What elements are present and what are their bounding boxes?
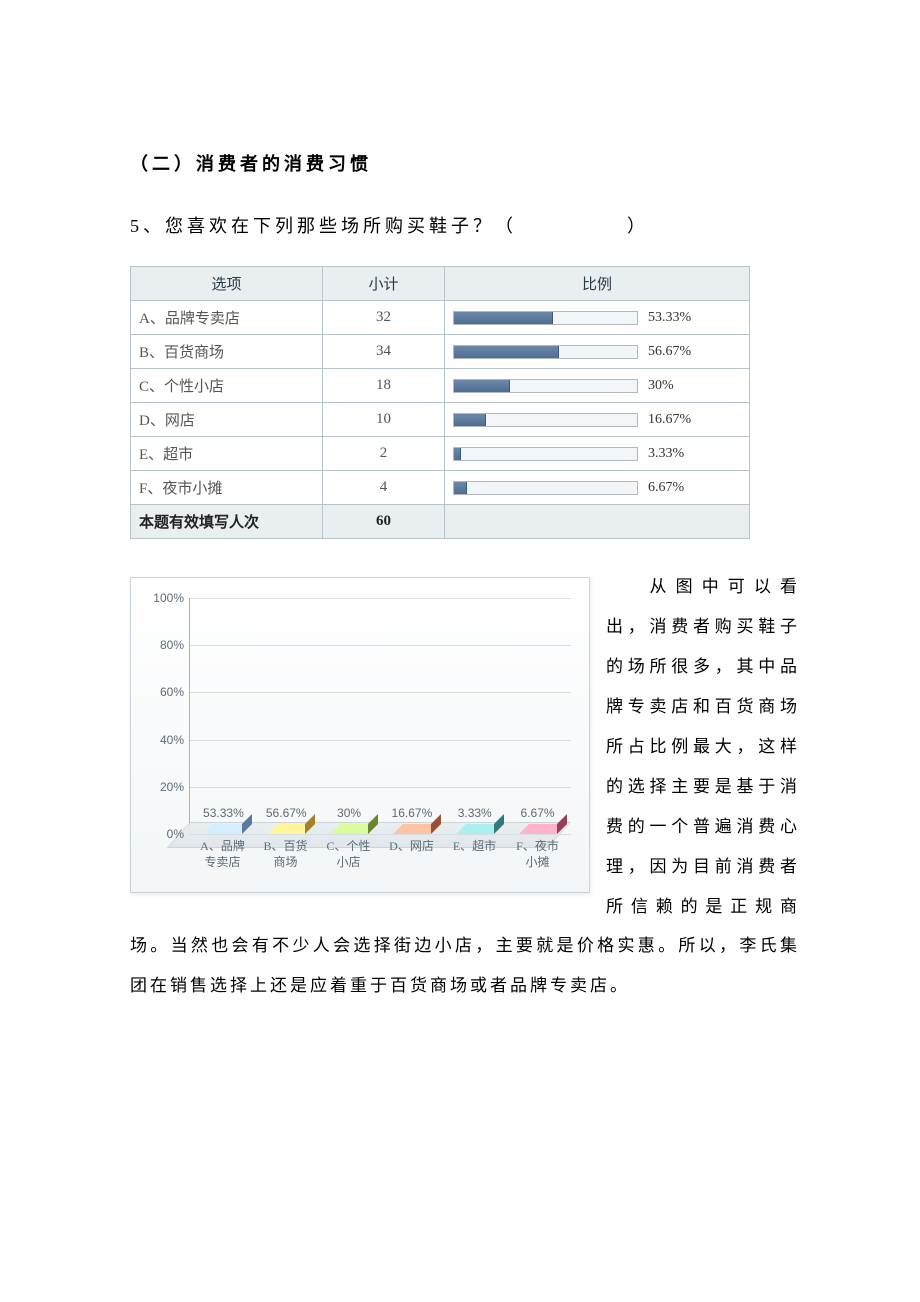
bar-value-label: 30%: [337, 806, 361, 820]
table-row: A、品牌专卖店32 53.33%: [131, 301, 750, 335]
cell-ratio: 56.67%: [445, 335, 750, 369]
ratio-percent: 16.67%: [648, 412, 691, 428]
ratio-bar-fill: [454, 482, 467, 494]
header-option: 选项: [131, 267, 323, 301]
y-axis-label: 60%: [146, 685, 184, 699]
cell-ratio: 3.33%: [445, 437, 750, 471]
ratio-percent: 53.33%: [648, 310, 691, 326]
bar-side: [557, 814, 567, 834]
ratio-bar-fill: [454, 312, 553, 324]
bar-value-label: 16.67%: [392, 806, 433, 820]
table-row: D、网店10 16.67%: [131, 403, 750, 437]
x-axis-label: B、百货 商场: [262, 838, 309, 882]
grid-line: [190, 645, 571, 646]
cell-count: 2: [323, 437, 445, 471]
x-axis-label: E、超市: [451, 838, 498, 882]
cell-ratio: 6.67%: [445, 471, 750, 505]
ratio-bar-fill: [454, 346, 559, 358]
footer-label: 本题有效填写人次: [131, 505, 323, 539]
bar-value-label: 3.33%: [458, 806, 492, 820]
ratio-bar-track: [453, 379, 638, 393]
cell-option: F、夜市小摊: [131, 471, 323, 505]
bar-value-label: 53.33%: [203, 806, 244, 820]
bar-value-label: 6.67%: [521, 806, 555, 820]
cell-count: 18: [323, 369, 445, 403]
grid-line: [190, 834, 571, 835]
ratio-bar-track: [453, 413, 638, 427]
survey-table: 选项 小计 比例 A、品牌专卖店32 53.33% B、百货商场34 56.67% C、…: [130, 266, 750, 539]
cell-option: D、网店: [131, 403, 323, 437]
y-axis-label: 20%: [146, 780, 184, 794]
cell-ratio: 16.67%: [445, 403, 750, 437]
table-row: C、个性小店18 30%: [131, 369, 750, 403]
cell-option: B、百货商场: [131, 335, 323, 369]
grid-line: [190, 740, 571, 741]
chart-and-analysis: 53.33% 56.67% 30% 16.67% 3.33% 6.67% 0% 20% 40%…: [130, 567, 800, 1006]
x-axis-label: A、品牌 专卖店: [199, 838, 246, 882]
header-ratio: 比例: [445, 267, 750, 301]
ratio-bar-track: [453, 447, 638, 461]
section-title: （二）消费者的消费习惯: [130, 150, 800, 176]
grid-line: [190, 787, 571, 788]
bar-side: [494, 814, 504, 834]
ratio-bar-track: [453, 311, 638, 325]
document-page: （二）消费者的消费习惯 5、您喜欢在下列那些场所购买鞋子？（ ） 选项 小计 比…: [0, 0, 920, 1086]
ratio-percent: 3.33%: [648, 446, 684, 462]
table-header-row: 选项 小计 比例: [131, 267, 750, 301]
cell-ratio: 30%: [445, 369, 750, 403]
footer-empty: [445, 505, 750, 539]
cell-option: E、超市: [131, 437, 323, 471]
cell-option: A、品牌专卖店: [131, 301, 323, 335]
y-axis-label: 80%: [146, 638, 184, 652]
footer-count: 60: [323, 505, 445, 539]
y-axis-label: 40%: [146, 733, 184, 747]
ratio-percent: 56.67%: [648, 344, 691, 360]
question-text: 5、您喜欢在下列那些场所购买鞋子？（ ）: [130, 212, 800, 238]
grid-line: [190, 598, 571, 599]
bar-value-label: 56.67%: [266, 806, 307, 820]
cell-count: 4: [323, 471, 445, 505]
cell-count: 34: [323, 335, 445, 369]
x-axis-label: C、个性 小店: [325, 838, 372, 882]
ratio-bar-fill: [454, 380, 510, 392]
ratio-bar-fill: [454, 414, 486, 426]
ratio-bar-track: [453, 345, 638, 359]
cell-count: 32: [323, 301, 445, 335]
x-axis-label: F、夜市 小摊: [514, 838, 561, 882]
table-row: F、夜市小摊4 6.67%: [131, 471, 750, 505]
bar-side: [368, 814, 378, 834]
ratio-percent: 30%: [648, 378, 674, 394]
table-row: B、百货商场34 56.67%: [131, 335, 750, 369]
y-axis-label: 0%: [146, 827, 184, 841]
bar-chart: 53.33% 56.67% 30% 16.67% 3.33% 6.67% 0% 20% 40%…: [130, 577, 590, 893]
grid-line: [190, 692, 571, 693]
ratio-bar-track: [453, 481, 638, 495]
x-axis-label: D、网店: [388, 838, 435, 882]
table-footer-row: 本题有效填写人次 60: [131, 505, 750, 539]
cell-ratio: 53.33%: [445, 301, 750, 335]
header-count: 小计: [323, 267, 445, 301]
table-row: E、超市2 3.33%: [131, 437, 750, 471]
ratio-percent: 6.67%: [648, 480, 684, 496]
cell-option: C、个性小店: [131, 369, 323, 403]
ratio-bar-fill: [454, 448, 461, 460]
y-axis-label: 100%: [146, 591, 184, 605]
cell-count: 10: [323, 403, 445, 437]
